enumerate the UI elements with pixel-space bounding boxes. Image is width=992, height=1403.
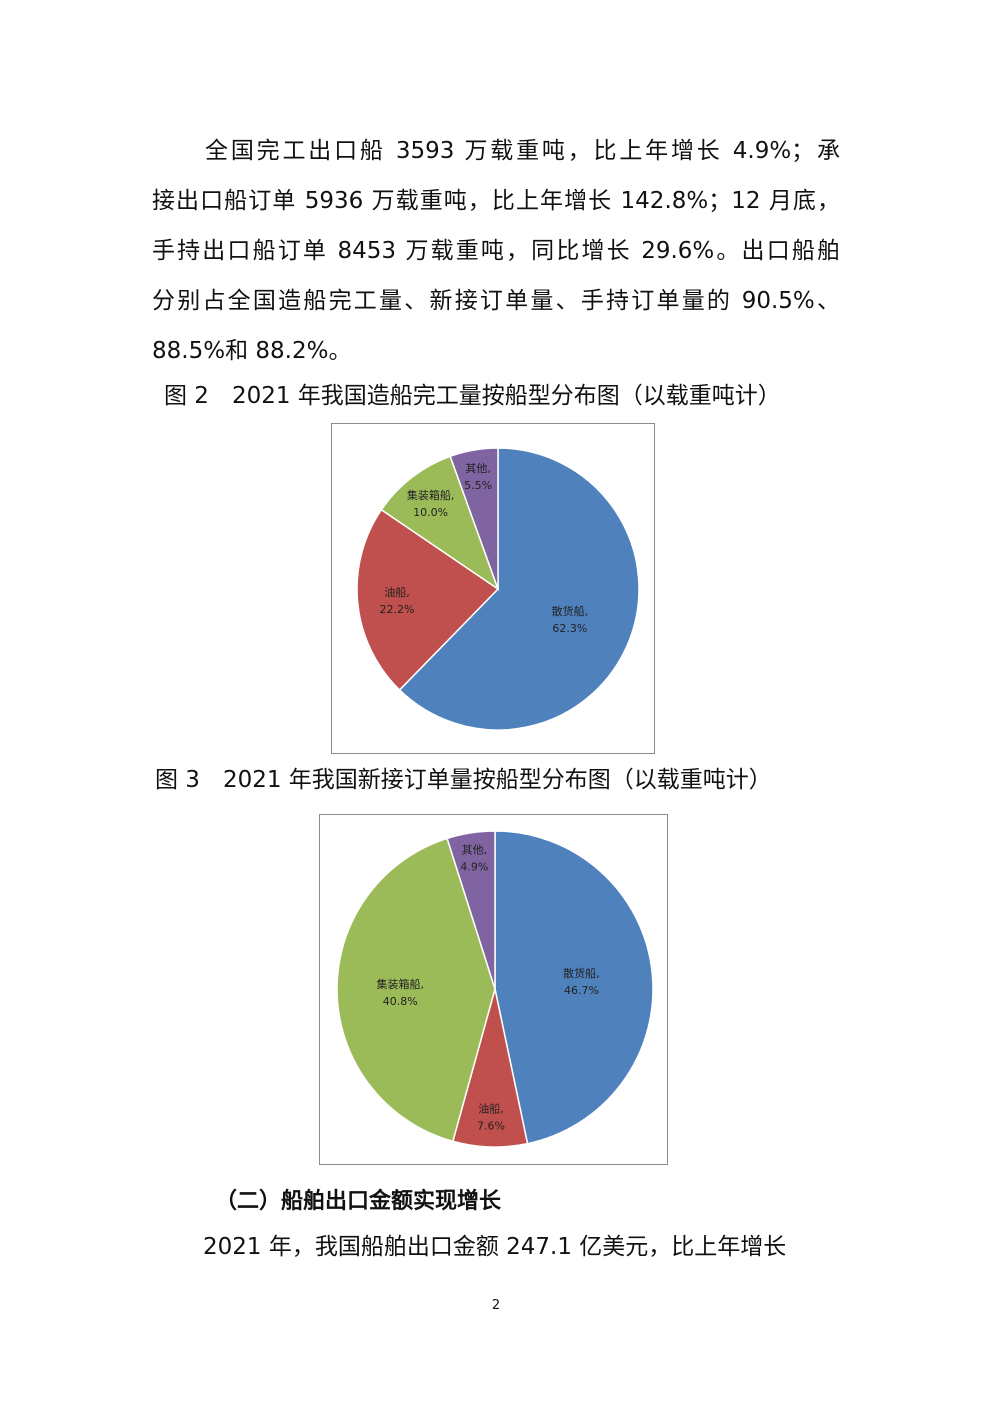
pie-slice-2 bbox=[356, 508, 500, 692]
pie-slice-4 bbox=[446, 830, 496, 990]
page-number: 2 bbox=[491, 1298, 501, 1313]
figure-2-caption: 图 2 2021 年我国造船完工量按船型分布图（以载重吨计） bbox=[164, 383, 781, 409]
pie-chart-3: 散货船, 46.7% 油船, 7.6% 集装箱船, 40.8% 其他, 4.9% bbox=[336, 830, 654, 1148]
figure-3-chart: 散货船, 46.7% 油船, 7.6% 集装箱船, 40.8% 其他, 4.9% bbox=[319, 814, 668, 1165]
slice-category-label: 集装箱船, bbox=[407, 488, 455, 502]
slice-category-label: 散货船, bbox=[552, 604, 589, 618]
slice-category-label: 散货船, bbox=[563, 966, 600, 980]
slice-category-label: 油船, bbox=[384, 585, 410, 599]
slice-value-label: 40.8% bbox=[383, 995, 418, 1008]
slice-category-label: 其他, bbox=[462, 843, 488, 856]
pie-slice-3 bbox=[380, 455, 500, 591]
slice-value-label: 62.3% bbox=[552, 622, 587, 635]
pie-slice-4 bbox=[449, 447, 499, 590]
paragraph-line: 88.5%和 88.2%。 bbox=[152, 338, 352, 364]
paragraph-line: 接出口船订单 5936 万载重吨，比上年增长 142.8%；12 月底， bbox=[152, 188, 840, 214]
pie-slice-1 bbox=[398, 447, 640, 731]
slice-value-label: 7.6% bbox=[477, 1119, 505, 1132]
slice-value-label: 22.2% bbox=[380, 603, 415, 616]
paragraph-line: 分别占全国造船完工量、新接订单量、手持订单量的 90.5%、 bbox=[152, 288, 840, 314]
slice-category-label: 油船, bbox=[478, 1101, 504, 1115]
pie-chart-2: 散货船, 62.3% 油船, 22.2% 集装箱船, 10.0% 其他, 5.5% bbox=[356, 447, 640, 731]
slice-value-label: 46.7% bbox=[564, 984, 599, 997]
slice-category-label: 其他, bbox=[465, 462, 491, 475]
section-heading: （二）船舶出口金额实现增长 bbox=[215, 1188, 502, 1214]
slice-value-label: 5.5% bbox=[464, 479, 492, 492]
figure-3-caption: 图 3 2021 年我国新接订单量按船型分布图（以载重吨计） bbox=[155, 767, 772, 793]
slice-value-label: 4.9% bbox=[460, 860, 488, 873]
paragraph-line: 2021 年，我国船舶出口金额 247.1 亿美元，比上年增长 bbox=[203, 1234, 787, 1260]
figure-2-chart: 散货船, 62.3% 油船, 22.2% 集装箱船, 10.0% 其他, 5.5% bbox=[331, 423, 655, 754]
pie-slice-3 bbox=[336, 837, 496, 1143]
slice-category-label: 集装箱船, bbox=[376, 977, 424, 991]
pie-slice-1 bbox=[494, 830, 654, 1145]
paragraph-line: 手持出口船订单 8453 万载重吨，同比增长 29.6%。出口船舶 bbox=[152, 238, 840, 264]
paragraph-line: 全国完工出口船 3593 万载重吨，比上年增长 4.9%；承 bbox=[205, 138, 840, 164]
slice-value-label: 10.0% bbox=[413, 506, 448, 519]
